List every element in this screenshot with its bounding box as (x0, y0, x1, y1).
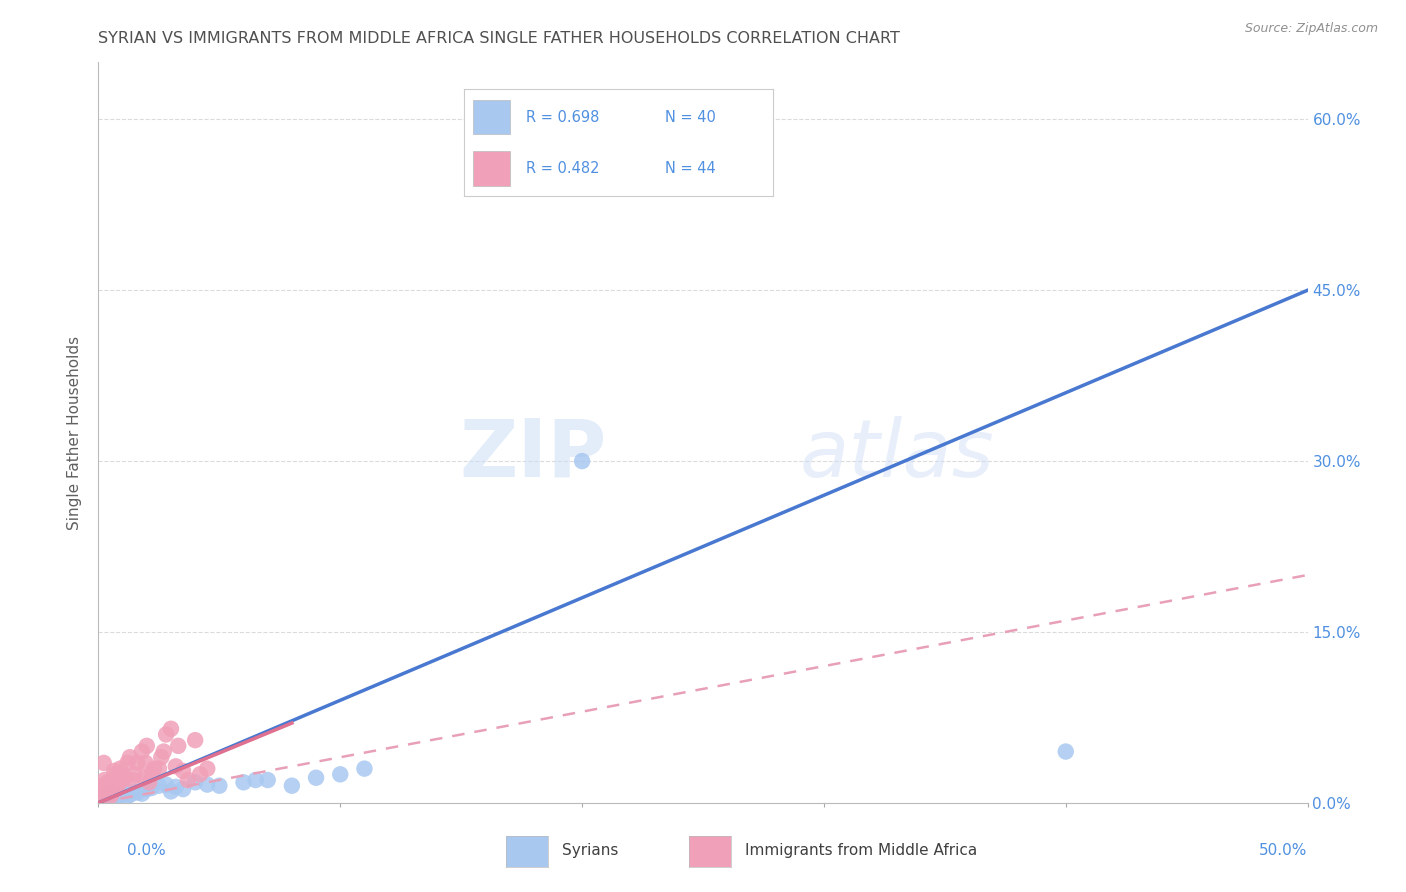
FancyBboxPatch shape (474, 100, 510, 134)
Point (353, 762, 375, 776)
Point (114, 771, 136, 785)
Point (94, 782, 117, 797)
Point (97, 775, 120, 789)
Point (195, 778, 218, 792)
Point (134, 771, 156, 785)
Point (1054, 745, 1077, 759)
Point (160, 722, 183, 736)
Point (131, 787, 153, 801)
Point (177, 772, 200, 787)
Point (111, 772, 134, 787)
Point (138, 775, 160, 789)
Point (105, 782, 128, 797)
Text: Source: ZipAtlas.com: Source: ZipAtlas.com (1244, 22, 1378, 36)
Point (245, 772, 267, 787)
Text: R = 0.698: R = 0.698 (526, 110, 599, 125)
Text: ZIP: ZIP (458, 416, 606, 494)
Point (124, 784, 146, 798)
Y-axis label: Single Father Households: Single Father Households (67, 335, 83, 530)
Point (118, 750, 141, 764)
Point (155, 727, 177, 741)
Point (188, 767, 211, 781)
FancyBboxPatch shape (474, 152, 510, 186)
Point (97, 792, 120, 806)
Point (93, 756, 115, 770)
Point (103, 764, 125, 778)
Point (305, 771, 328, 785)
Text: SYRIAN VS IMMIGRANTS FROM MIDDLE AFRICA SINGLE FATHER HOUSEHOLDS CORRELATION CHA: SYRIAN VS IMMIGRANTS FROM MIDDLE AFRICA … (98, 31, 900, 46)
Point (114, 786, 136, 800)
Point (90, 790, 112, 805)
Point (98, 789, 121, 803)
Point (100, 789, 122, 803)
Point (165, 759, 187, 773)
Point (172, 782, 194, 797)
Text: N = 44: N = 44 (665, 161, 716, 176)
Point (135, 756, 157, 770)
Point (208, 779, 231, 793)
Point (150, 750, 173, 764)
Point (100, 787, 122, 801)
Point (184, 733, 207, 747)
Point (121, 772, 143, 787)
Point (124, 767, 146, 781)
Point (107, 779, 129, 793)
Point (91, 787, 114, 801)
Text: 0.0%: 0.0% (127, 843, 166, 858)
Point (256, 772, 278, 787)
Point (155, 778, 177, 792)
Point (90, 792, 112, 806)
Point (101, 791, 124, 805)
Point (96, 784, 118, 798)
Point (104, 789, 127, 803)
Point (94, 790, 117, 805)
Point (104, 767, 127, 781)
Point (117, 789, 139, 803)
Point (160, 784, 183, 798)
Point (172, 764, 194, 778)
Point (96, 793, 118, 807)
Point (91, 779, 114, 793)
Text: atlas: atlas (800, 416, 994, 494)
Point (141, 780, 163, 795)
Point (111, 787, 134, 801)
Point (141, 767, 163, 781)
Point (148, 762, 170, 776)
Point (195, 762, 218, 776)
Point (118, 788, 141, 802)
Point (135, 782, 157, 797)
Point (165, 780, 187, 794)
Text: R = 0.482: R = 0.482 (526, 161, 599, 176)
Text: Immigrants from Middle Africa: Immigrants from Middle Africa (745, 844, 977, 858)
Point (117, 756, 139, 770)
Point (101, 784, 124, 798)
Point (100, 790, 122, 805)
Text: N = 40: N = 40 (665, 110, 716, 125)
Point (108, 762, 131, 776)
Point (148, 779, 170, 793)
Text: 50.0%: 50.0% (1260, 843, 1308, 858)
Text: Syrians: Syrians (562, 844, 619, 858)
Point (127, 756, 149, 770)
Point (93, 792, 115, 806)
Point (91, 791, 114, 805)
Point (108, 788, 131, 802)
Point (91, 792, 114, 806)
Point (571, 454, 593, 468)
Point (143, 762, 166, 776)
Point (98, 775, 121, 789)
Point (107, 790, 129, 805)
Point (131, 745, 153, 759)
Point (90, 793, 112, 807)
Point (184, 775, 207, 789)
Point (127, 786, 149, 800)
Point (135, 739, 157, 753)
Point (167, 739, 190, 753)
Point (232, 775, 254, 789)
Point (93, 772, 115, 787)
Point (152, 745, 174, 759)
Point (100, 787, 122, 801)
Point (281, 779, 304, 793)
Point (329, 767, 352, 781)
